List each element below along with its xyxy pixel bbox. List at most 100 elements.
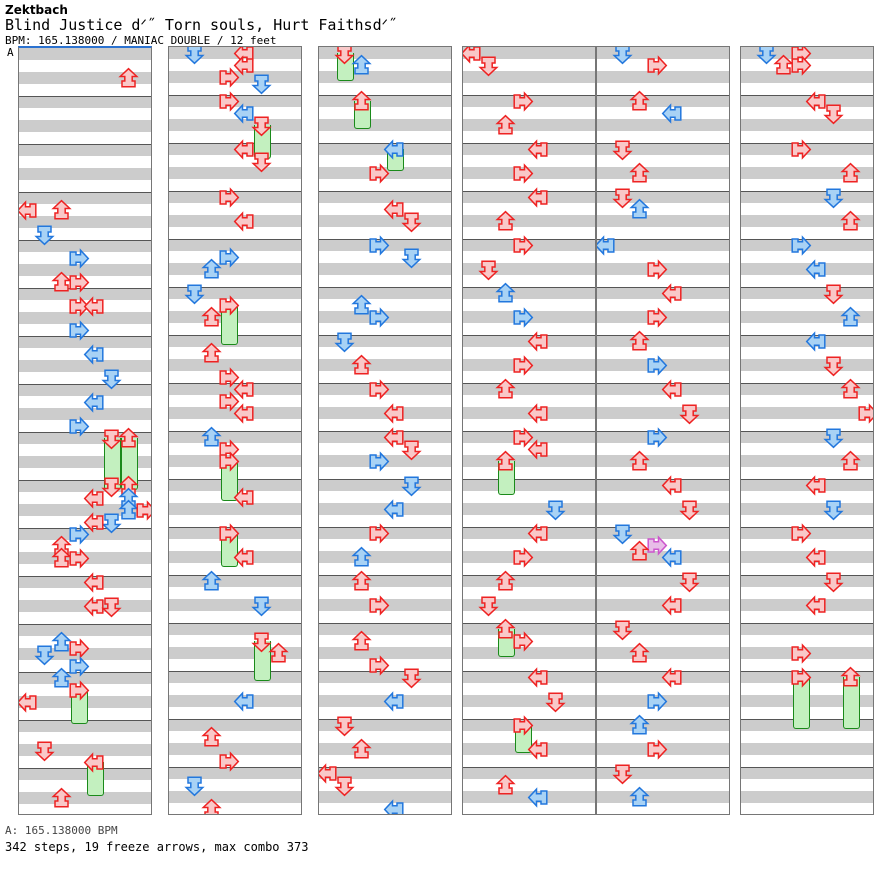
freeze-arrow-down-icon[interactable] bbox=[101, 428, 122, 450]
arrow-right-icon[interactable] bbox=[790, 139, 811, 160]
arrow-right-icon[interactable] bbox=[512, 547, 533, 568]
arrow-left-icon[interactable] bbox=[806, 259, 827, 280]
arrow-right-icon[interactable] bbox=[512, 355, 533, 376]
arrow-up-icon[interactable] bbox=[118, 475, 139, 497]
arrow-down-icon[interactable] bbox=[823, 499, 844, 521]
arrow-left-icon[interactable] bbox=[234, 691, 255, 712]
freeze-arrow-body[interactable] bbox=[104, 438, 122, 480]
freeze-arrow-body[interactable] bbox=[120, 438, 138, 480]
arrow-up-icon[interactable] bbox=[51, 199, 72, 221]
arrow-right-icon[interactable] bbox=[368, 163, 389, 184]
arrow-down-icon[interactable] bbox=[612, 523, 633, 545]
arrow-left-icon[interactable] bbox=[662, 667, 683, 688]
freeze-arrow-left-icon[interactable] bbox=[84, 752, 105, 773]
arrow-up-icon[interactable] bbox=[629, 330, 650, 352]
arrow-left-icon[interactable] bbox=[84, 572, 105, 593]
arrow-right-icon[interactable] bbox=[646, 307, 667, 328]
arrow-left-icon[interactable] bbox=[234, 103, 255, 124]
arrow-right-icon[interactable] bbox=[512, 427, 533, 448]
arrow-right-icon[interactable] bbox=[512, 163, 533, 184]
freeze-arrow-down-icon[interactable] bbox=[334, 47, 355, 65]
arrow-up-icon[interactable] bbox=[201, 306, 222, 328]
arrow-right-icon[interactable] bbox=[68, 416, 89, 437]
arrow-right-icon[interactable] bbox=[790, 523, 811, 544]
freeze-arrow-right-icon[interactable] bbox=[218, 523, 239, 544]
arrow-down-icon[interactable] bbox=[101, 476, 122, 498]
arrow-down-icon[interactable] bbox=[612, 47, 633, 65]
arrow-up-icon[interactable] bbox=[51, 667, 72, 689]
arrow-up-icon[interactable] bbox=[629, 198, 650, 220]
arrow-up-icon[interactable] bbox=[201, 342, 222, 364]
freeze-arrow-up-icon[interactable] bbox=[495, 618, 516, 640]
arrow-down-icon[interactable] bbox=[251, 73, 272, 95]
arrow-down-icon[interactable] bbox=[251, 151, 272, 173]
arrow-right-icon[interactable] bbox=[646, 691, 667, 712]
arrow-up-icon[interactable] bbox=[840, 450, 861, 472]
arrow-left-icon[interactable] bbox=[528, 403, 549, 424]
arrow-up-icon[interactable] bbox=[351, 294, 372, 316]
arrow-left-icon[interactable] bbox=[84, 296, 105, 317]
arrow-down-icon[interactable] bbox=[101, 596, 122, 618]
chart-panel[interactable] bbox=[318, 46, 452, 815]
arrow-left-icon[interactable] bbox=[234, 55, 255, 76]
arrow-down-icon[interactable] bbox=[251, 595, 272, 617]
arrow-left-icon[interactable] bbox=[597, 235, 616, 256]
arrow-left-icon[interactable] bbox=[806, 331, 827, 352]
arrow-down-icon[interactable] bbox=[101, 368, 122, 390]
arrow-right-icon[interactable] bbox=[218, 187, 239, 208]
arrow-left-icon[interactable] bbox=[662, 595, 683, 616]
arrow-down-icon[interactable] bbox=[478, 259, 499, 281]
arrow-down-icon[interactable] bbox=[184, 283, 205, 305]
arrow-right-icon[interactable] bbox=[512, 91, 533, 112]
arrow-up-icon[interactable] bbox=[840, 378, 861, 400]
arrow-right-icon[interactable] bbox=[68, 320, 89, 341]
arrow-left-icon[interactable] bbox=[84, 392, 105, 413]
freeze-arrow-right-icon[interactable] bbox=[790, 667, 811, 688]
freeze-arrow-down-icon[interactable] bbox=[251, 115, 272, 137]
arrow-left-icon[interactable] bbox=[662, 547, 683, 568]
arrow-right-icon[interactable] bbox=[512, 235, 533, 256]
arrow-up-icon[interactable] bbox=[495, 378, 516, 400]
arrow-down-icon[interactable] bbox=[612, 187, 633, 209]
arrow-right-icon[interactable] bbox=[512, 307, 533, 328]
chart-panel[interactable] bbox=[740, 46, 874, 815]
arrow-right-icon[interactable] bbox=[646, 535, 667, 556]
arrow-down-icon[interactable] bbox=[401, 667, 422, 689]
arrow-right-icon[interactable] bbox=[68, 656, 89, 677]
arrow-down-icon[interactable] bbox=[184, 775, 205, 797]
arrow-left-icon[interactable] bbox=[528, 187, 549, 208]
arrow-left-icon[interactable] bbox=[528, 139, 549, 160]
arrow-down-icon[interactable] bbox=[401, 475, 422, 497]
arrow-up-icon[interactable] bbox=[495, 210, 516, 232]
freeze-arrow-right-icon[interactable] bbox=[68, 680, 89, 701]
arrow-left-icon[interactable] bbox=[806, 475, 827, 496]
arrow-down-icon[interactable] bbox=[334, 715, 355, 737]
arrow-left-icon[interactable] bbox=[384, 427, 405, 448]
arrow-down-icon[interactable] bbox=[184, 47, 205, 65]
arrow-up-icon[interactable] bbox=[495, 774, 516, 796]
chart-panel[interactable] bbox=[462, 46, 596, 815]
arrow-down-icon[interactable] bbox=[823, 571, 844, 593]
arrow-right-icon[interactable] bbox=[135, 500, 151, 521]
arrow-right-icon[interactable] bbox=[68, 248, 89, 269]
arrow-down-icon[interactable] bbox=[612, 763, 633, 785]
arrow-left-icon[interactable] bbox=[234, 47, 255, 64]
arrow-right-icon[interactable] bbox=[68, 272, 89, 293]
arrow-down-icon[interactable] bbox=[756, 47, 777, 65]
arrow-down-icon[interactable] bbox=[334, 775, 355, 797]
arrow-left-icon[interactable] bbox=[384, 691, 405, 712]
arrow-left-icon[interactable] bbox=[234, 379, 255, 400]
arrow-left-icon[interactable] bbox=[662, 379, 683, 400]
arrow-right-icon[interactable] bbox=[646, 739, 667, 760]
arrow-up-icon[interactable] bbox=[201, 426, 222, 448]
freeze-arrow-up-icon[interactable] bbox=[118, 427, 139, 449]
arrow-up-icon[interactable] bbox=[629, 714, 650, 736]
arrow-left-icon[interactable] bbox=[384, 799, 405, 814]
arrow-down-icon[interactable] bbox=[823, 283, 844, 305]
arrow-up-icon[interactable] bbox=[629, 786, 650, 808]
arrow-up-icon[interactable] bbox=[495, 570, 516, 592]
arrow-up-icon[interactable] bbox=[840, 162, 861, 184]
arrow-down-icon[interactable] bbox=[823, 187, 844, 209]
arrow-left-icon[interactable] bbox=[19, 200, 38, 221]
chart-panel[interactable] bbox=[596, 46, 730, 815]
